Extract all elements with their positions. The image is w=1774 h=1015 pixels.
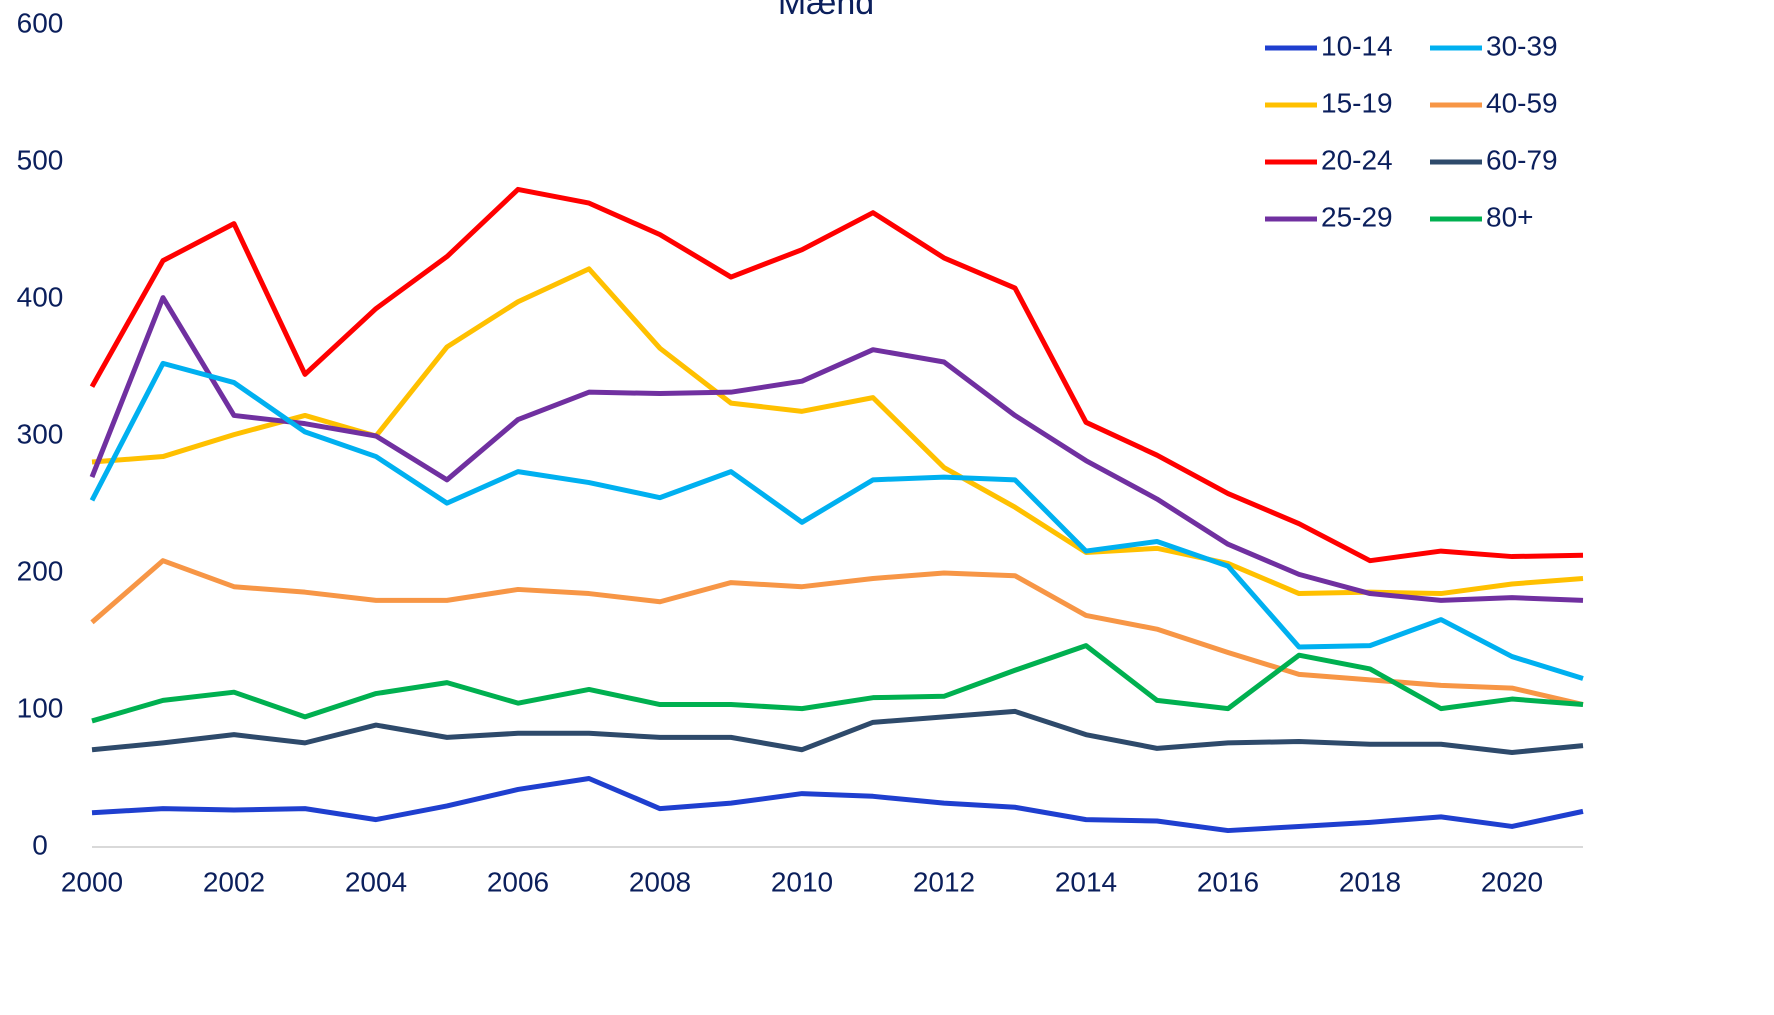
x-tick-label: 2000 <box>61 866 123 897</box>
x-tick-label: 2002 <box>203 866 265 897</box>
y-tick-label: 200 <box>17 555 64 586</box>
legend-label: 80+ <box>1486 201 1534 232</box>
legend-label: 40-59 <box>1486 87 1558 118</box>
chart-title: Mænd <box>778 0 874 22</box>
series-line <box>90 558 1584 707</box>
x-tick-label: 2016 <box>1197 866 1259 897</box>
series-line <box>91 643 1584 724</box>
legend-label: 25-29 <box>1321 201 1393 232</box>
x-tick-label: 2010 <box>771 866 833 897</box>
y-tick-label: 100 <box>17 692 64 723</box>
x-tick-label: 2018 <box>1339 866 1401 897</box>
series-line <box>91 708 1584 755</box>
y-tick-label: 500 <box>17 144 64 175</box>
legend-label: 10-14 <box>1321 30 1393 61</box>
x-tick-label: 2014 <box>1055 866 1117 897</box>
x-tick-label: 2006 <box>487 866 549 897</box>
y-tick-label: 600 <box>17 7 64 38</box>
series-line <box>89 360 1584 681</box>
x-tick-label: 2004 <box>345 866 407 897</box>
y-tick-label: 300 <box>17 418 64 449</box>
legend-label: 60-79 <box>1486 144 1558 175</box>
legend-label: 15-19 <box>1321 87 1393 118</box>
y-tick-label: 0 <box>32 829 48 860</box>
legend-label: 20-24 <box>1321 144 1393 175</box>
series-line <box>91 776 1584 834</box>
x-tick-label: 2008 <box>629 866 691 897</box>
y-tick-label: 400 <box>17 281 64 312</box>
series-line <box>89 295 1584 603</box>
x-tick-label: 2020 <box>1481 866 1543 897</box>
series-line <box>89 186 1584 564</box>
series-line <box>91 266 1584 597</box>
x-tick-label: 2012 <box>913 866 975 897</box>
legend-label: 30-39 <box>1486 30 1558 61</box>
